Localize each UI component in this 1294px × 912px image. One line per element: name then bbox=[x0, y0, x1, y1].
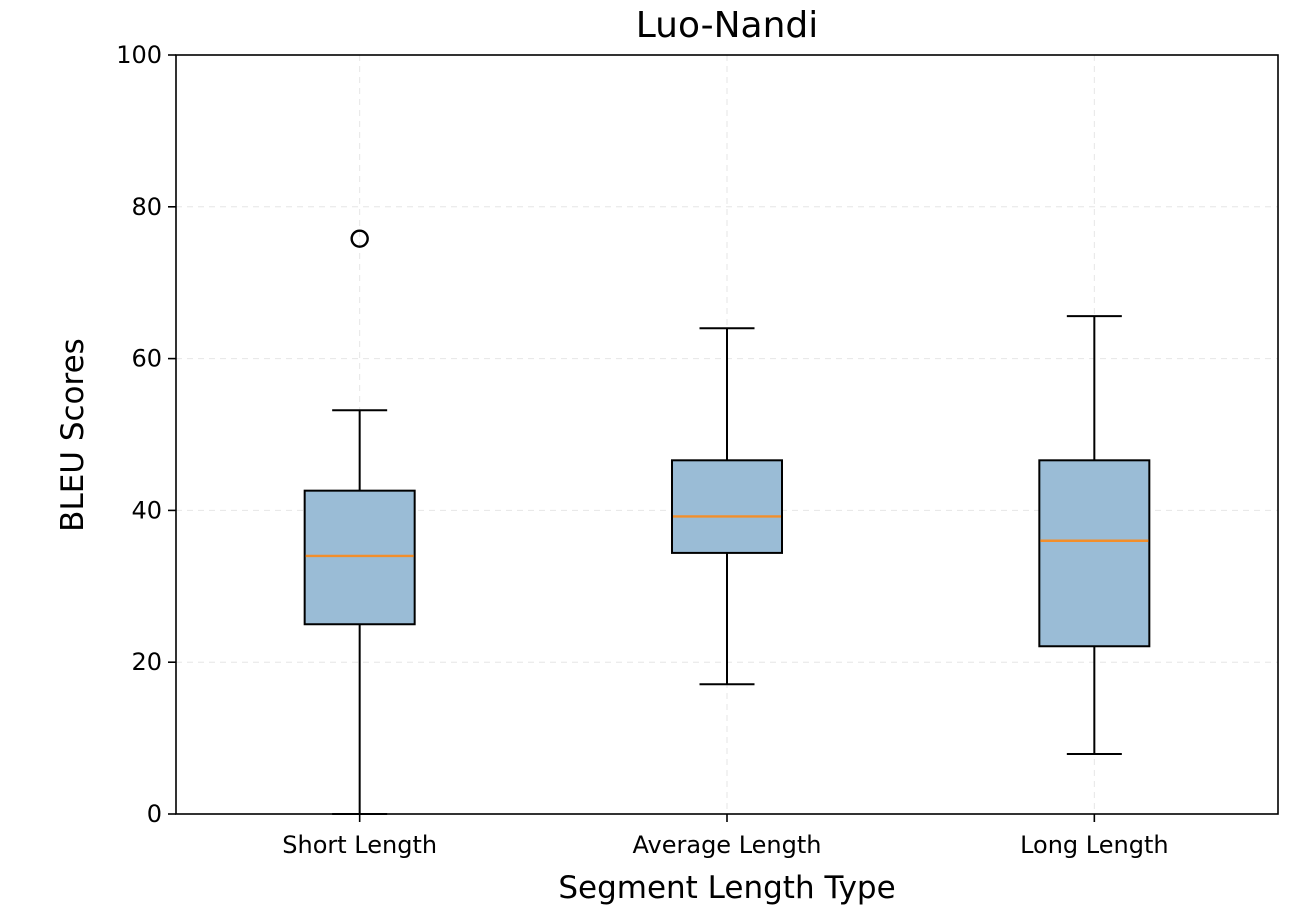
box-group bbox=[1038, 315, 1151, 756]
y-tick-label: 100 bbox=[116, 41, 162, 69]
y-tick-label: 80 bbox=[131, 193, 162, 221]
plot-area-frame bbox=[175, 54, 1279, 815]
box-group bbox=[303, 229, 416, 815]
box-series bbox=[303, 229, 1151, 815]
y-tick-label: 0 bbox=[147, 800, 162, 828]
x-tick-label: Long Length bbox=[1020, 831, 1169, 859]
interquartile-box bbox=[1038, 459, 1151, 648]
x-tick-label: Average Length bbox=[633, 831, 822, 859]
outlier-point bbox=[350, 229, 369, 248]
box-group bbox=[671, 327, 783, 686]
x-axis-ticks: Short Length Average Length Long Length bbox=[282, 814, 1169, 859]
y-tick-label: 60 bbox=[131, 345, 162, 373]
interquartile-box bbox=[303, 489, 416, 626]
y-axis-label: BLEU Scores bbox=[55, 338, 91, 532]
chart-title: Luo-Nandi bbox=[636, 5, 819, 46]
y-tick-label: 20 bbox=[131, 648, 162, 676]
x-tick-label: Short Length bbox=[282, 831, 437, 859]
y-axis-ticks: 0 20 40 60 80 100 bbox=[116, 41, 176, 828]
y-tick-label: 40 bbox=[131, 496, 162, 524]
interquartile-box bbox=[671, 459, 783, 554]
x-axis-label: Segment Length Type bbox=[558, 870, 895, 906]
